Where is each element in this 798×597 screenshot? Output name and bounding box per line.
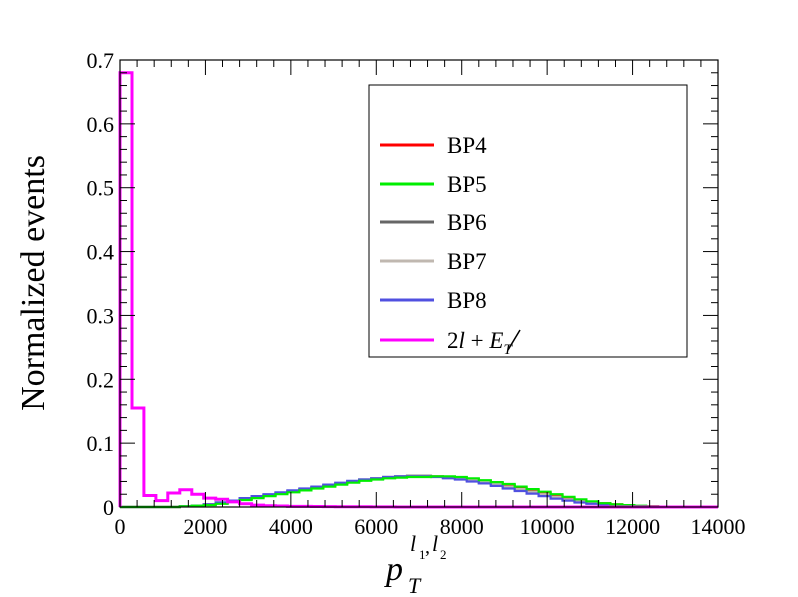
x-tick-label: 0 xyxy=(115,514,126,539)
y-tick-label: 0 xyxy=(103,495,114,520)
x-axis-label-sup-sub2: 2 xyxy=(440,547,447,562)
legend-slash xyxy=(507,329,521,351)
legend-label-4: BP8 xyxy=(447,288,487,313)
legend-label-1: BP5 xyxy=(447,172,487,197)
x-tick-label: 8000 xyxy=(440,514,484,539)
tick-layer: 0 2000 4000 6000 8000 10000 12000 14000 0 0.1 0.2 0… xyxy=(87,48,746,539)
x-axis-label-sup-sub1: 1 xyxy=(419,547,426,562)
x-tick-label: 12000 xyxy=(605,514,660,539)
y-tick-label: 0.2 xyxy=(87,367,115,392)
plot-frame xyxy=(119,59,719,508)
x-tick-label: 10000 xyxy=(520,514,575,539)
y-tick-label: 0.4 xyxy=(87,240,115,265)
y-axis-label: Normalized events xyxy=(15,155,52,411)
x-tick-label: 6000 xyxy=(354,514,398,539)
legend-label-0: BP4 xyxy=(447,133,487,158)
x-axis-label-main: p xyxy=(384,551,403,588)
y-tick-label: 0.7 xyxy=(87,48,115,73)
x-axis-label-sup-l2: l xyxy=(432,531,438,556)
y-tick-label: 0.5 xyxy=(87,176,115,201)
x-axis-label-sup-sep: , xyxy=(425,536,430,558)
x-axis-label-sup-l1: l xyxy=(410,531,416,556)
x-tick-label: 4000 xyxy=(269,514,313,539)
legend-label-2: BP6 xyxy=(447,210,487,235)
x-tick-label: 2000 xyxy=(183,514,227,539)
legend-label-3: BP7 xyxy=(447,249,487,274)
y-tick-label: 0.6 xyxy=(87,112,115,137)
y-tick-label: 0.1 xyxy=(87,431,115,456)
x-tick-label: 14000 xyxy=(691,514,746,539)
x-axis-label-sub: T xyxy=(408,573,422,597)
y-tick-label: 0.3 xyxy=(87,303,115,328)
x-axis-label: p T l 1 , l 2 xyxy=(384,531,447,597)
